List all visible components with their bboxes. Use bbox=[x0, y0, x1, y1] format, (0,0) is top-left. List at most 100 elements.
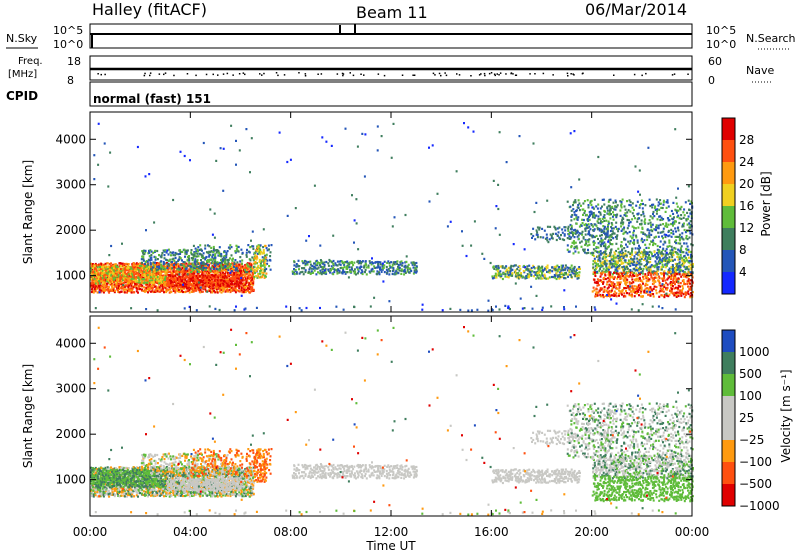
power-cell bbox=[685, 237, 688, 240]
power-cell bbox=[171, 263, 174, 266]
power-cell bbox=[224, 260, 227, 263]
power-cell bbox=[631, 206, 634, 209]
power-cell bbox=[619, 252, 621, 255]
power-cell bbox=[572, 231, 575, 235]
power-cell bbox=[532, 227, 535, 230]
power-cell bbox=[576, 206, 579, 209]
power-cell bbox=[517, 277, 520, 280]
power-cell bbox=[682, 216, 685, 219]
power-cell bbox=[150, 276, 153, 279]
power-cell bbox=[193, 271, 196, 274]
power-cell bbox=[585, 213, 588, 217]
power-cell bbox=[360, 261, 363, 264]
power-cell bbox=[152, 270, 155, 273]
power-cell bbox=[530, 233, 533, 236]
power-cell bbox=[267, 244, 270, 247]
power-cell bbox=[672, 212, 675, 215]
power-cell bbox=[324, 268, 327, 271]
power-cell bbox=[688, 222, 691, 225]
power-cell bbox=[158, 268, 161, 271]
power-cell bbox=[192, 290, 195, 293]
power-cell bbox=[624, 276, 627, 279]
power-cell bbox=[623, 253, 626, 256]
power-cell bbox=[199, 291, 202, 294]
power-cell bbox=[135, 271, 138, 274]
power-cell bbox=[517, 274, 520, 277]
power-cell bbox=[669, 214, 672, 217]
power-cell bbox=[633, 267, 636, 270]
nave-dot bbox=[222, 73, 225, 75]
power-cell bbox=[125, 262, 128, 265]
power-cell bbox=[614, 284, 617, 288]
power-cell bbox=[650, 224, 652, 227]
power-cell bbox=[233, 262, 236, 265]
power-cell bbox=[652, 255, 655, 258]
power-cell bbox=[611, 287, 614, 290]
power-cell bbox=[209, 270, 212, 273]
power-cell bbox=[231, 279, 234, 282]
power-cell bbox=[667, 253, 670, 256]
power-cell bbox=[104, 289, 107, 292]
power-cell bbox=[626, 232, 629, 235]
power-cell bbox=[614, 253, 617, 256]
power-cell bbox=[644, 222, 647, 225]
power-cell bbox=[647, 255, 650, 258]
power-cell bbox=[106, 267, 109, 270]
power-cell bbox=[571, 241, 574, 244]
power-cell bbox=[506, 272, 509, 275]
power-cell bbox=[622, 256, 625, 259]
power-cell bbox=[507, 276, 510, 279]
power-cell bbox=[105, 288, 108, 291]
power-cell bbox=[652, 264, 655, 267]
power-cell bbox=[193, 254, 195, 257]
power-cell bbox=[599, 211, 602, 214]
nave-dot bbox=[510, 72, 512, 75]
power-cell bbox=[399, 261, 402, 264]
power-cell bbox=[621, 223, 624, 226]
power-cell bbox=[681, 259, 684, 262]
power-cell bbox=[585, 252, 588, 255]
power-cell bbox=[293, 273, 296, 276]
power-cell bbox=[169, 279, 172, 282]
power-cell bbox=[664, 254, 667, 257]
power-cell bbox=[660, 206, 663, 209]
power-cell bbox=[155, 287, 158, 290]
power-cell bbox=[261, 252, 264, 255]
power-cell bbox=[582, 208, 585, 211]
power-cell bbox=[504, 273, 507, 276]
power-cell bbox=[336, 270, 339, 273]
power-cell bbox=[114, 289, 117, 292]
power-cell bbox=[606, 230, 609, 233]
power-cell bbox=[573, 240, 575, 243]
power-cell bbox=[198, 248, 201, 252]
power-cell bbox=[580, 224, 583, 227]
power-cell bbox=[675, 266, 677, 269]
power-cell bbox=[246, 271, 249, 274]
power-cell bbox=[148, 249, 150, 252]
power-cell bbox=[686, 223, 689, 226]
power-cell bbox=[614, 205, 617, 208]
power-cell bbox=[609, 207, 612, 210]
power-cell bbox=[650, 264, 653, 267]
power-cell bbox=[604, 294, 607, 297]
power-cell bbox=[146, 278, 149, 281]
power-cell bbox=[688, 250, 691, 253]
power-cell bbox=[166, 288, 168, 291]
power-cell bbox=[564, 226, 567, 229]
power-cell bbox=[96, 271, 99, 274]
power-cell bbox=[638, 250, 641, 253]
power-cell bbox=[679, 266, 682, 269]
power-cell bbox=[198, 275, 201, 278]
power-cell bbox=[200, 256, 203, 259]
power-cell bbox=[563, 238, 566, 242]
power-cell bbox=[192, 276, 194, 279]
power-cell bbox=[241, 267, 244, 270]
power-cell bbox=[112, 269, 114, 272]
power-cell bbox=[114, 284, 117, 287]
power-cell bbox=[532, 234, 535, 238]
power-cell bbox=[248, 282, 251, 285]
power-cell bbox=[534, 271, 537, 274]
power-cell bbox=[685, 256, 687, 259]
power-cell bbox=[626, 218, 629, 222]
power-cell bbox=[624, 254, 627, 257]
